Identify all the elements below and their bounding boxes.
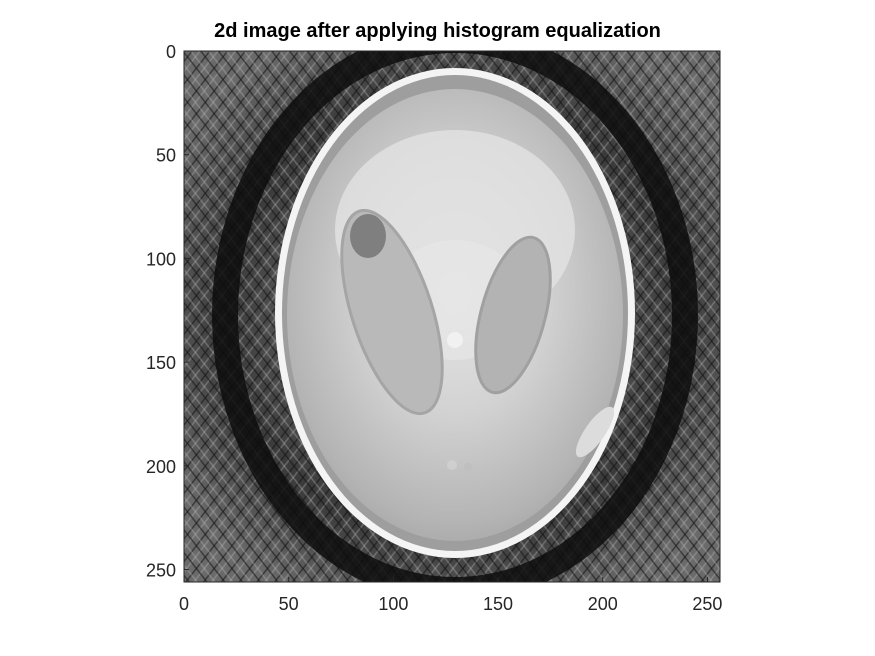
axes-box	[183, 50, 721, 583]
x-tick-label: 250	[692, 594, 722, 614]
x-tick-label: 100	[378, 594, 408, 614]
x-tick-label: 0	[179, 594, 189, 614]
chart-title: 2d image after applying histogram equali…	[214, 20, 661, 42]
x-tick-label: 200	[588, 594, 618, 614]
y-tick-label: 100	[146, 249, 176, 269]
y-tick-label: 250	[146, 561, 176, 581]
x-tick-label: 150	[483, 594, 513, 614]
phantom-image	[184, 51, 720, 582]
y-axis: 0 50 100 150 200 250	[146, 42, 189, 581]
y-tick-label: 0	[166, 42, 176, 62]
y-tick-label: 200	[146, 457, 176, 477]
y-tick-label: 150	[146, 353, 176, 373]
y-tick-label: 50	[156, 146, 176, 166]
x-axis: 0 50 100 150 200 250	[179, 577, 722, 614]
x-tick-label: 50	[279, 594, 299, 614]
